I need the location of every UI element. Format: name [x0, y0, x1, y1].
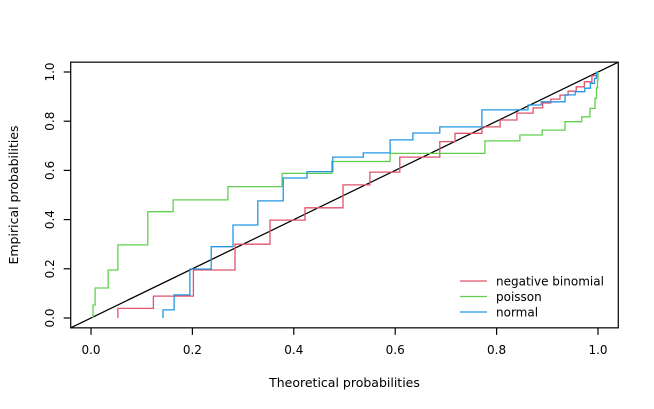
y-axis-tick-label: 0.0 [43, 308, 57, 327]
x-axis-tick-label: 0.2 [183, 343, 202, 357]
plot-border [70, 61, 619, 329]
x-axis-tick-label: 0.0 [81, 343, 100, 357]
y-axis-tick-label: 0.8 [43, 112, 57, 131]
y-axis-tick-label: 0.2 [43, 259, 57, 278]
legend-label-poisson: poisson [496, 290, 542, 304]
legend-label-normal: normal [496, 306, 538, 320]
x-axis-tick-label: 0.6 [386, 343, 405, 357]
series-group [92, 71, 599, 318]
y-axis-tick-label: 0.6 [43, 161, 57, 180]
series-path-normal [162, 71, 598, 318]
x-axis-tick-label: 0.4 [284, 343, 303, 357]
x-axis-tick-label: 1.0 [588, 343, 607, 357]
y-axis-title: Empirical probabilities [6, 125, 21, 264]
y-axis-tick-label: 1.0 [43, 62, 57, 81]
x-axis-title: Theoretical probabilities [268, 375, 420, 390]
series-path-negative-binomial [117, 72, 599, 318]
legend-label-negative-binomial: negative binomial [496, 275, 604, 289]
x-axis-tick-label: 0.8 [487, 343, 506, 357]
identity-reference-line [70, 61, 619, 329]
x-axis: 0.0 0.2 0.4 0.6 0.8 1.0 [81, 327, 608, 357]
y-axis-tick-label: 0.4 [43, 210, 57, 229]
y-axis: 0.0 0.2 0.4 0.6 0.8 1.0 [43, 62, 71, 328]
